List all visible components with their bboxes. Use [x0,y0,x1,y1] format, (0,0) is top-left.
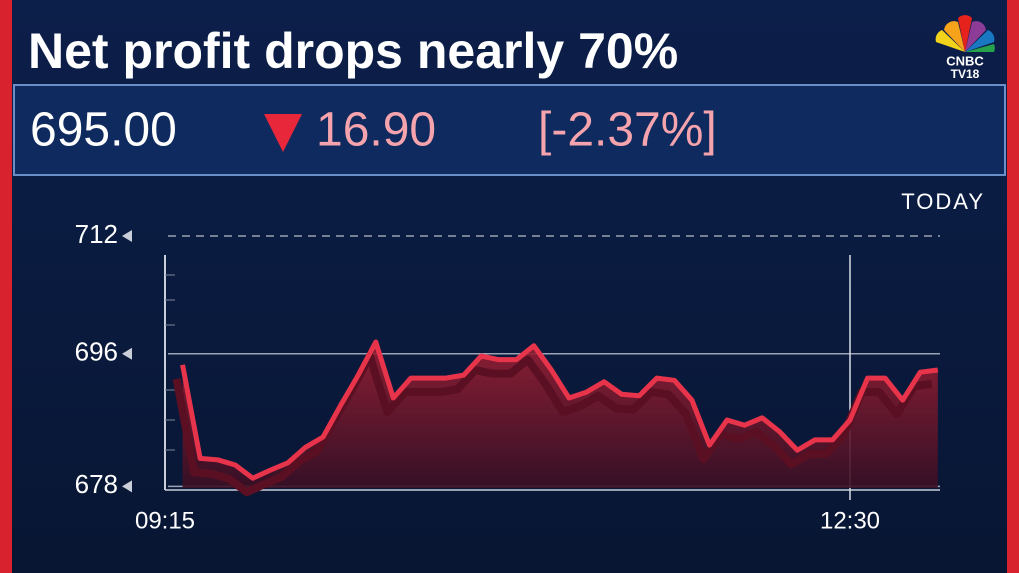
logo-sub: TV18 [951,67,980,81]
y-tick-pointer [122,480,132,493]
change: 16.90 [316,104,436,157]
petal [965,30,995,52]
y-tick-pointer [122,347,132,360]
petal [958,15,972,53]
percent: [-2.37%] [538,104,717,157]
petal [965,44,995,52]
logo-name: CNBC [946,53,984,68]
y-tick-label: 678 [75,469,118,499]
minor-ticks [165,274,175,451]
headline: Net profit drops nearly 70% [28,23,678,79]
x-tick-label: 09:15 [135,507,195,534]
y-tick-label: 696 [75,337,118,367]
line-shadow [172,352,933,497]
y-tick-pointer [122,230,132,242]
x-tick-label: 12:30 [820,507,880,534]
petal [944,21,965,52]
petal [965,21,986,52]
quote-bar [13,84,1006,176]
border-right [1007,0,1019,573]
price: 695.00 [30,104,177,157]
logo: CNBC TV18 [935,15,995,81]
petal [935,30,965,52]
y-tick-label: 712 [75,219,118,249]
area [182,342,938,488]
period: TODAY [901,189,985,214]
border-left [0,0,12,573]
line [180,339,939,481]
down-arrow [264,114,302,152]
